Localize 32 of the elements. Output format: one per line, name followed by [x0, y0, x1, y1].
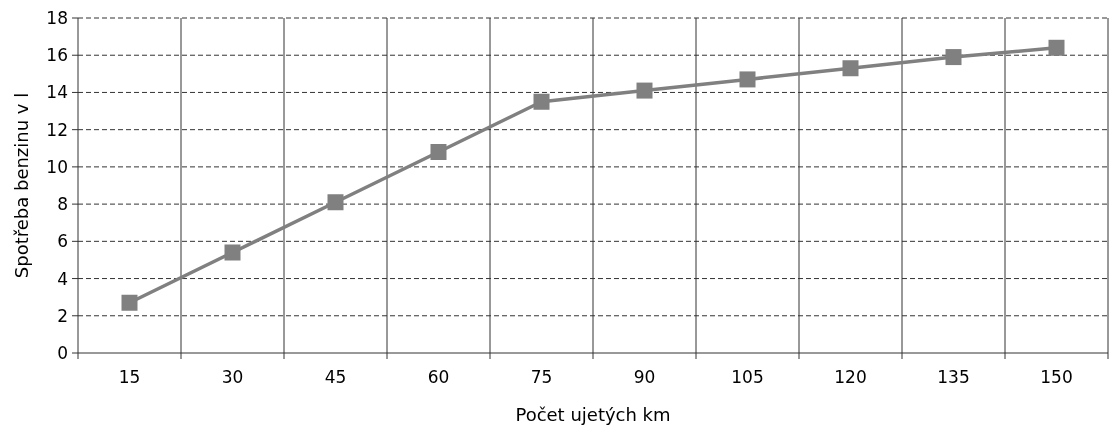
point	[121, 294, 138, 311]
x-tick-label: 75	[530, 367, 553, 387]
point	[327, 194, 344, 211]
x-tick-label: 120	[834, 367, 867, 387]
y-tick-label: 10	[46, 156, 68, 177]
point	[945, 49, 962, 66]
x-axis-title: Počet ujetých km	[515, 404, 671, 425]
y-tick-label: 12	[46, 119, 68, 140]
x-tick-label: 45	[324, 367, 347, 387]
point	[636, 82, 653, 99]
x-tick-label: 90	[633, 367, 656, 387]
point	[533, 93, 550, 110]
y-tick-label: 8	[57, 194, 68, 215]
y-tick-label: 4	[57, 268, 68, 289]
y-tick-label: 14	[46, 82, 68, 103]
x-tick-label: 150	[1040, 367, 1073, 387]
x-tick-label: 30	[221, 367, 244, 387]
x-tick-label: 135	[937, 367, 970, 387]
y-tick-label: 18	[46, 7, 68, 28]
y-tick-label: 2	[57, 305, 68, 326]
point	[430, 144, 447, 160]
point	[739, 71, 756, 88]
y-axis-title: Spotřeba benzinu v l	[11, 92, 32, 279]
point	[224, 244, 241, 261]
x-tick-label: 105	[731, 367, 764, 387]
x-tick-label: 15	[118, 367, 141, 387]
point	[1048, 39, 1065, 56]
y-tick-label: 16	[46, 45, 68, 66]
x-tick-label: 60	[427, 367, 450, 387]
y-tick-label: 6	[57, 231, 68, 252]
y-tick-label: 0	[57, 342, 68, 363]
point	[842, 60, 859, 77]
